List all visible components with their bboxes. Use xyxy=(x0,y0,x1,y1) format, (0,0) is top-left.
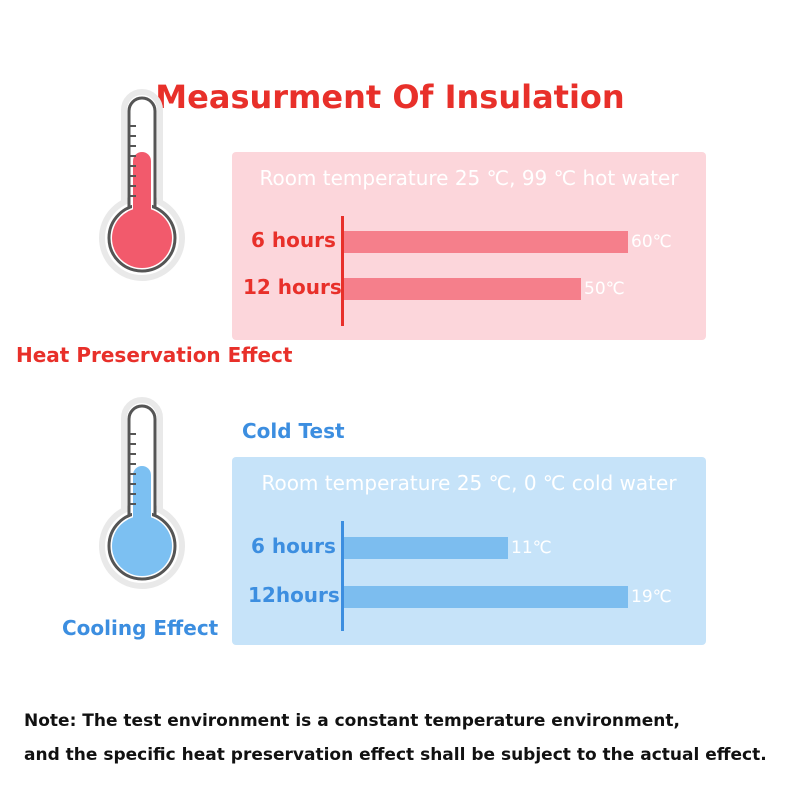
cold-value-label-1: 11℃ xyxy=(511,538,552,558)
cold-water-chart: Room temperature 25 ℃, 0 ℃ cold water 6 … xyxy=(232,457,706,645)
cold-category-label-2: 12hours xyxy=(248,583,340,607)
note: Note: The test environment is a constant… xyxy=(24,704,794,772)
cooling-effect-label: Cooling Effect xyxy=(62,616,219,640)
cold-bar-1 xyxy=(344,537,508,559)
cold-test-label: Cold Test xyxy=(242,419,345,443)
heat-preservation-label: Heat Preservation Effect xyxy=(16,343,293,367)
hot-bar-2 xyxy=(344,278,581,300)
note-line-2: and the specific heat preservation effec… xyxy=(24,745,767,765)
cold-chart-title: Room temperature 25 ℃, 0 ℃ cold water xyxy=(261,471,677,495)
hot-chart-axis xyxy=(341,216,344,326)
hot-water-chart: Room temperature 25 ℃, 99 ℃ hot water 6 … xyxy=(232,152,706,340)
hot-category-label-1: 6 hours xyxy=(251,228,336,252)
hot-chart-title: Room temperature 25 ℃, 99 ℃ hot water xyxy=(259,166,679,190)
cold-bar-2 xyxy=(344,586,628,608)
thermometer-hot-icon xyxy=(99,89,185,281)
cold-chart-axis xyxy=(341,521,344,631)
note-line-1: Note: The test environment is a constant… xyxy=(24,711,680,731)
hot-value-label-2: 50℃ xyxy=(584,279,625,299)
hot-category-label-2: 12 hours xyxy=(243,275,342,299)
cold-value-label-2: 19℃ xyxy=(631,587,672,607)
hot-value-label-1: 60℃ xyxy=(631,232,672,252)
cold-category-label-1: 6 hours xyxy=(251,534,336,558)
hot-bar-1 xyxy=(344,231,628,253)
thermometer-cold-icon xyxy=(99,397,185,589)
page-title: Measurment Of Insulation xyxy=(155,78,625,116)
